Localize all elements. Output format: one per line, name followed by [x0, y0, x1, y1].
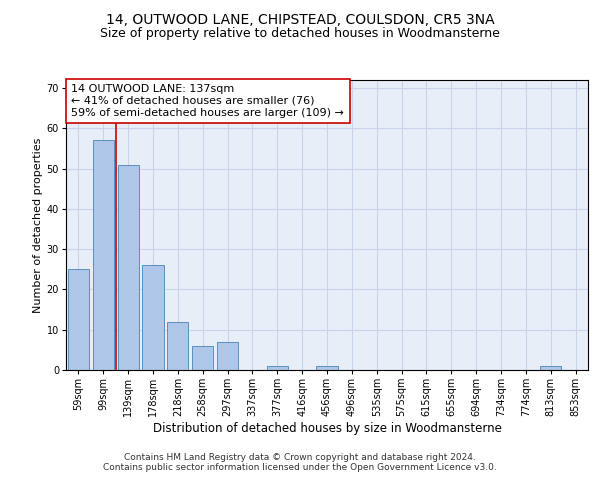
Bar [118, 164, 139, 370]
Bar [142, 266, 164, 370]
Bar [217, 342, 238, 370]
Y-axis label: Number of detached properties: Number of detached properties [32, 138, 43, 312]
X-axis label: Distribution of detached houses by size in Woodmansterne: Distribution of detached houses by size … [152, 422, 502, 435]
Text: Contains HM Land Registry data © Crown copyright and database right 2024.: Contains HM Land Registry data © Crown c… [124, 454, 476, 462]
Text: Contains public sector information licensed under the Open Government Licence v3: Contains public sector information licen… [103, 464, 497, 472]
Bar [540, 366, 561, 370]
Bar [167, 322, 188, 370]
Bar [93, 140, 114, 370]
Bar [68, 270, 89, 370]
Text: 14, OUTWOOD LANE, CHIPSTEAD, COULSDON, CR5 3NA: 14, OUTWOOD LANE, CHIPSTEAD, COULSDON, C… [106, 12, 494, 26]
Text: Size of property relative to detached houses in Woodmansterne: Size of property relative to detached ho… [100, 28, 500, 40]
Text: 14 OUTWOOD LANE: 137sqm
← 41% of detached houses are smaller (76)
59% of semi-de: 14 OUTWOOD LANE: 137sqm ← 41% of detache… [71, 84, 344, 117]
Bar [316, 366, 338, 370]
Bar [267, 366, 288, 370]
Bar [192, 346, 213, 370]
